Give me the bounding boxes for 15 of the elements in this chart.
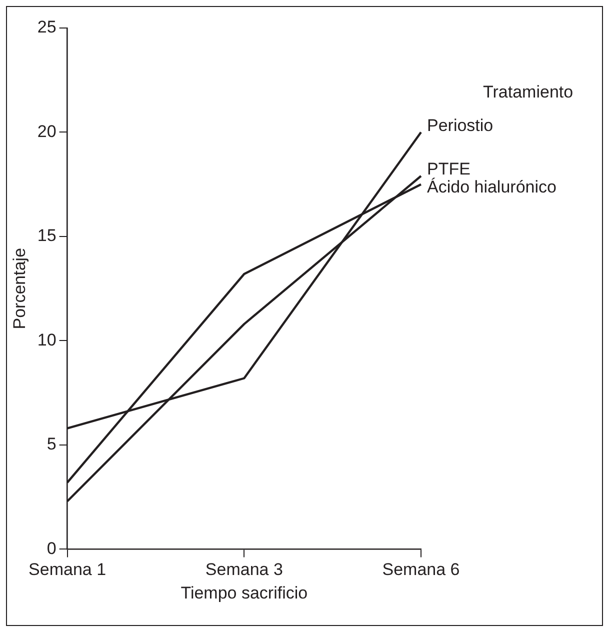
x-tick-label: Semana 3 [205,560,283,580]
legend-title: Tratamiento [483,82,574,102]
y-tick-label: 5 [46,434,56,454]
series-label: PTFE [427,160,470,179]
y-tick-label: 20 [37,122,56,141]
y-tick-label: 0 [46,538,56,558]
series-label: Ácido hialurónico [427,178,556,197]
y-tick-label: 10 [37,330,56,350]
y-tick-label: 25 [37,18,56,37]
y-axis-title: Porcentaje [10,248,29,330]
y-tick-label: 15 [37,226,56,246]
x-tick-label: Semana 1 [28,560,106,580]
x-tick-label: Semana 6 [382,560,460,580]
series-label: Periostio [427,116,494,135]
x-axis-title: Tiempo sacrificio [180,583,308,602]
